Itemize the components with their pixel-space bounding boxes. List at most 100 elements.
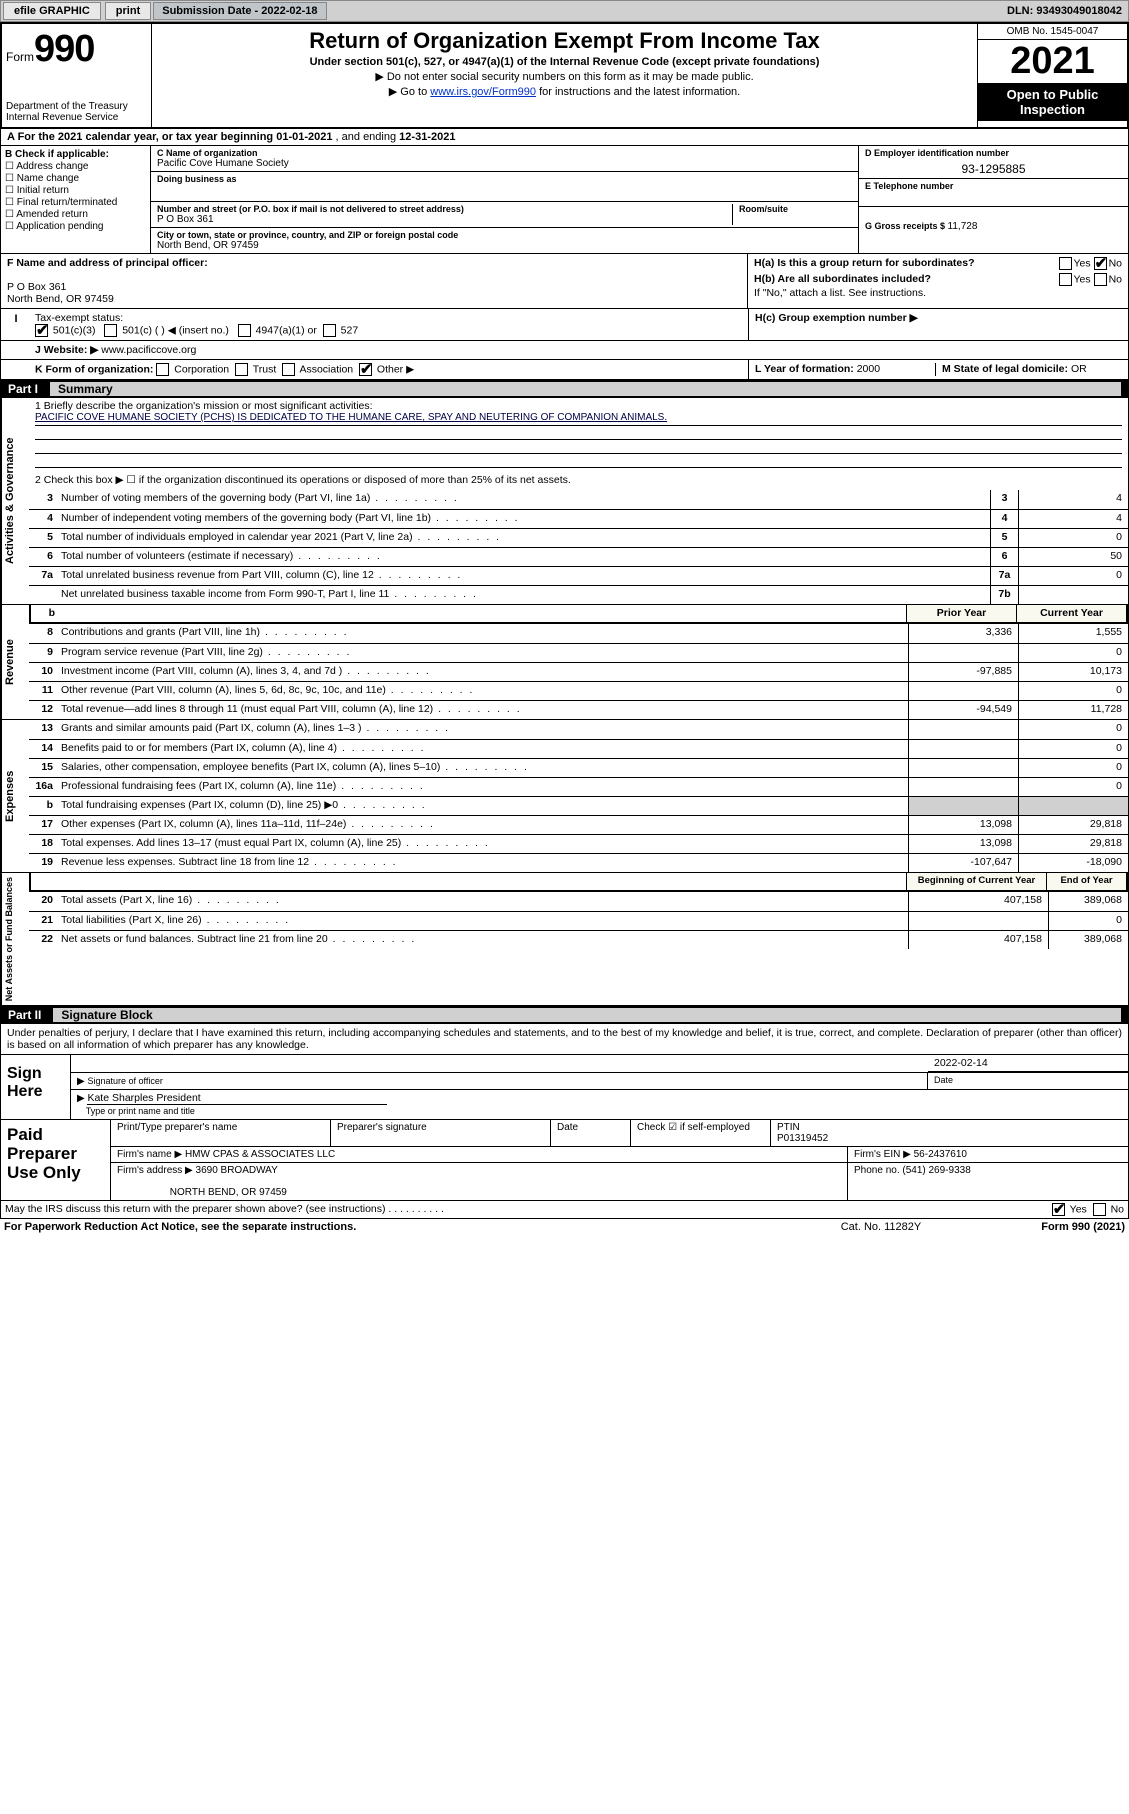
chk-trust[interactable] [235,363,248,376]
ein-value: 93-1295885 [865,158,1122,176]
note2-post: for instructions and the latest informat… [536,86,740,98]
hb-no[interactable] [1094,273,1107,286]
orgname-value: Pacific Cove Humane Society [157,158,852,169]
hdr-end: End of Year [1046,873,1126,890]
q1-label: 1 Briefly describe the organization's mi… [35,400,1122,412]
opt-corp: Corporation [174,363,229,375]
hb-note: If "No," attach a list. See instructions… [754,287,1122,299]
opt-501c3: 501(c)(3) [53,324,96,336]
subdate-label: Submission Date [162,5,254,17]
ha-label: H(a) Is this a group return for subordin… [754,257,975,269]
room-suite: Room/suite [732,204,852,225]
footer-right: Form 990 (2021) [1041,1221,1125,1233]
gross-value: 11,728 [948,221,978,232]
chk-final[interactable]: ☐ Final return/terminated [5,197,146,208]
note-ssn: ▶ Do not enter social security numbers o… [160,70,969,83]
ptin-value: P01319452 [777,1133,828,1144]
firm-phone-label: Phone no. [854,1165,902,1176]
part1-title: Summary [50,382,1121,396]
room-label: Room/suite [739,204,844,214]
chk-address-lbl: Address change [16,161,88,172]
section-netassets: Net Assets or Fund Balances Beginning of… [1,872,1128,1005]
netassets-row: 20Total assets (Part X, line 16)407,1583… [29,892,1128,911]
chk-assoc[interactable] [282,363,295,376]
discuss-row: May the IRS discuss this return with the… [1,1200,1128,1218]
q1-value: PACIFIC COVE HUMANE SOCIETY (PCHS) IS DE… [35,412,1122,426]
public-inspection: Open to Public Inspection [978,83,1127,121]
f-addr2: North Bend, OR 97459 [7,293,114,305]
irs-link[interactable]: www.irs.gov/Form990 [430,86,536,98]
opt-527: 527 [341,324,359,336]
ha-no[interactable] [1094,257,1107,270]
col-b: B Check if applicable: ☐ Address change … [1,146,151,253]
q2-text: 2 Check this box ▶ ☐ if the organization… [29,470,1128,490]
sign-here-grid: Sign Here 2022-02-14 Signature of office… [1,1055,1128,1119]
footer-cat: Cat. No. 11282Y [841,1221,922,1233]
preparer-name-label: Print/Type preparer's name [111,1120,331,1146]
rowA-label: A For the 2021 calendar year, or tax yea… [7,131,276,143]
i-label: I [1,309,31,340]
footer-left: For Paperwork Reduction Act Notice, see … [4,1221,841,1233]
netassets-row: 22Net assets or fund balances. Subtract … [29,930,1128,949]
sign-here-label: Sign Here [1,1055,71,1119]
print-button[interactable]: print [105,2,151,20]
discuss-yes[interactable] [1052,1203,1065,1216]
sig-officer-label: Signature of officer [87,1076,162,1086]
revenue-row: 12Total revenue—add lines 8 through 11 (… [29,700,1128,719]
row-k: K Form of organization: Corporation Trus… [0,360,1129,380]
cell-h: H(a) Is this a group return for subordin… [748,254,1128,308]
opt-4947: 4947(a)(1) or [256,324,317,336]
signature-block: Under penalties of perjury, I declare th… [0,1024,1129,1219]
efile-button[interactable]: efile GRAPHIC [3,2,101,20]
gross-label: G Gross receipts $ [865,221,948,231]
netassets-header-row: Beginning of Current Year End of Year [29,873,1128,892]
city-value: North Bend, OR 97459 [157,240,852,251]
mission-line3 [35,440,1122,454]
form-header: Form990 Department of the Treasury Inter… [0,22,1129,129]
form-word: Form [6,50,34,64]
chk-amended[interactable]: ☐ Amended return [5,209,146,220]
opt-501c: 501(c) ( ) ◀ (insert no.) [122,324,229,336]
chk-4947[interactable] [238,324,251,337]
chk-initial[interactable]: ☐ Initial return [5,185,146,196]
note-link: ▶ Go to www.irs.gov/Form990 for instruct… [160,85,969,98]
revenue-row: 9Program service revenue (Part VIII, lin… [29,643,1128,662]
chk-address[interactable]: ☐ Address change [5,161,146,172]
m-value: OR [1071,363,1087,375]
ha-yes[interactable] [1059,257,1072,270]
orgname-label: C Name of organization [157,148,852,158]
prep-row-3: Firm's address ▶ 3690 BROADWAY NORTH BEN… [111,1163,1128,1200]
form-subtitle: Under section 501(c), 527, or 4947(a)(1)… [160,56,969,68]
chk-other[interactable] [359,363,372,376]
summary-row: 3Number of voting members of the governi… [29,490,1128,509]
chk-pending[interactable]: ☐ Application pending [5,221,146,232]
opt-assoc: Association [299,363,353,375]
expense-row: 17Other expenses (Part IX, column (A), l… [29,815,1128,834]
side-netassets: Net Assets or Fund Balances [1,873,29,1005]
chk-501c[interactable] [104,324,117,337]
firm-ein-label: Firm's EIN ▶ [854,1149,914,1160]
chk-501c3[interactable] [35,324,48,337]
side-governance: Activities & Governance [1,398,29,604]
part2-num: Part II [8,1008,53,1022]
side-expenses: Expenses [1,720,29,872]
row-a-taxyear: A For the 2021 calendar year, or tax yea… [0,129,1129,146]
self-employed-label: Check ☑ if self-employed [637,1122,750,1133]
expense-row: 18Total expenses. Add lines 13–17 (must … [29,834,1128,853]
chk-527[interactable] [323,324,336,337]
chk-initial-lbl: Initial return [17,185,69,196]
chk-corp[interactable] [156,363,169,376]
cell-ein: D Employer identification number 93-1295… [859,146,1128,179]
chk-name[interactable]: ☐ Name change [5,173,146,184]
submission-date: Submission Date - 2022-02-18 [153,2,326,20]
hc-label: H(c) Group exemption number ▶ [755,312,918,324]
dept-treasury: Department of the Treasury [6,101,147,112]
ha-no-lbl: No [1109,257,1122,269]
hdr-curr: Current Year [1016,605,1126,622]
mission-block: 1 Briefly describe the organization's mi… [29,398,1128,470]
colB-header: B Check if applicable: [5,149,109,160]
officer-name: Kate Sharples President [87,1092,387,1105]
hb-yes[interactable] [1059,273,1072,286]
firm-phone: (541) 269-9338 [902,1165,970,1176]
discuss-no[interactable] [1093,1203,1106,1216]
